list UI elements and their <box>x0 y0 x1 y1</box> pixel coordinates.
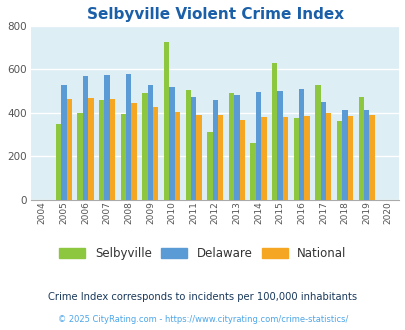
Bar <box>260 117 266 200</box>
Bar <box>341 110 347 200</box>
Bar <box>185 90 190 200</box>
Bar <box>363 110 369 200</box>
Bar <box>369 115 374 200</box>
Text: Crime Index corresponds to incidents per 100,000 inhabitants: Crime Index corresponds to incidents per… <box>48 292 357 302</box>
Bar <box>164 42 169 200</box>
Bar <box>174 113 180 200</box>
Bar <box>126 74 131 200</box>
Bar <box>271 63 277 200</box>
Bar <box>66 99 72 200</box>
Bar <box>88 98 94 200</box>
Legend: Selbyville, Delaware, National: Selbyville, Delaware, National <box>55 242 350 265</box>
Bar <box>358 97 363 200</box>
Bar <box>228 93 234 200</box>
Bar <box>234 95 239 200</box>
Bar <box>120 114 126 200</box>
Bar <box>277 91 282 200</box>
Bar <box>314 84 320 200</box>
Bar <box>320 102 325 200</box>
Bar <box>147 85 153 200</box>
Bar <box>217 115 223 200</box>
Bar <box>239 119 244 200</box>
Bar <box>293 118 298 200</box>
Bar <box>169 87 174 200</box>
Bar <box>142 93 147 200</box>
Bar <box>131 103 136 200</box>
Text: © 2025 CityRating.com - https://www.cityrating.com/crime-statistics/: © 2025 CityRating.com - https://www.city… <box>58 315 347 324</box>
Bar <box>255 92 260 200</box>
Bar <box>61 85 66 200</box>
Bar <box>77 113 83 200</box>
Bar <box>212 100 217 200</box>
Title: Selbyville Violent Crime Index: Selbyville Violent Crime Index <box>86 7 343 22</box>
Bar <box>55 124 61 200</box>
Bar <box>298 89 304 200</box>
Bar <box>190 97 196 200</box>
Bar <box>207 132 212 200</box>
Bar <box>99 100 104 200</box>
Bar <box>153 107 158 200</box>
Bar <box>250 143 255 200</box>
Bar <box>196 115 201 200</box>
Bar <box>109 99 115 200</box>
Bar <box>347 116 352 200</box>
Bar <box>336 121 341 200</box>
Bar <box>282 116 288 200</box>
Bar <box>104 75 109 200</box>
Bar <box>304 116 309 200</box>
Bar <box>83 76 88 200</box>
Bar <box>325 113 330 200</box>
